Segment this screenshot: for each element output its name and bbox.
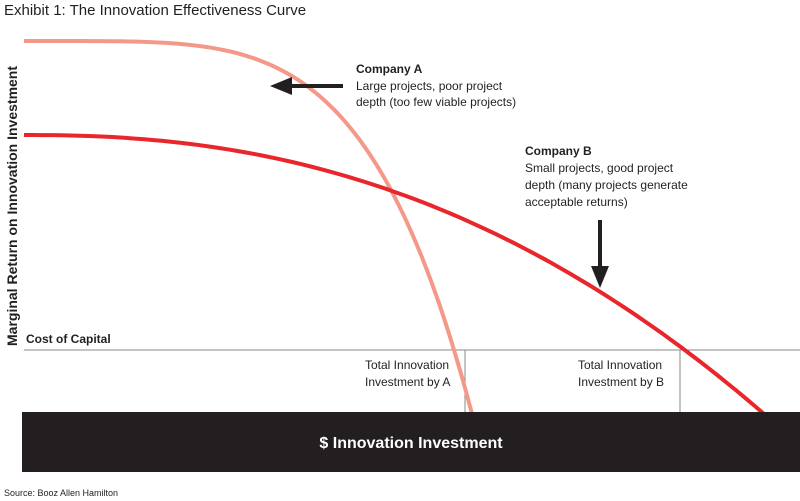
svg-text:Company B: Company B (525, 144, 592, 158)
y-axis-label: Marginal Return on Innovation Investment (4, 66, 20, 346)
source-note: Source: Booz Allen Hamilton (4, 488, 118, 498)
arrow-down-icon (591, 220, 609, 288)
annotation-company-b: Company B Small projects, good project d… (525, 144, 688, 209)
svg-text:acceptable returns): acceptable returns) (525, 195, 628, 209)
series-line-company-a (24, 39, 474, 412)
svg-text:Company A: Company A (356, 62, 423, 76)
arrow-left-icon (270, 77, 343, 95)
svg-text:depth (many projects generate: depth (many projects generate (525, 178, 688, 192)
series-line-company-b (24, 133, 765, 412)
x-axis-label: $ Innovation Investment (319, 435, 503, 452)
svg-text:Total Innovation: Total Innovation (578, 358, 662, 372)
svg-text:Investment by A: Investment by A (365, 375, 450, 389)
svg-text:Small projects, good project: Small projects, good project (525, 161, 674, 175)
x-axis-bar (22, 412, 800, 472)
svg-text:Total Innovation: Total Innovation (365, 358, 449, 372)
marker-label-a: Total Innovation Investment by A (365, 358, 450, 389)
cost-of-capital-label: Cost of Capital (26, 332, 111, 346)
annotation-company-a: Company A Large projects, poor project d… (356, 62, 516, 109)
marker-label-b: Total Innovation Investment by B (578, 358, 664, 389)
svg-text:Investment by B: Investment by B (578, 375, 664, 389)
chart-title: Exhibit 1: The Innovation Effectiveness … (4, 2, 306, 19)
svg-text:Large projects, poor project: Large projects, poor project (356, 79, 503, 93)
svg-text:depth (too few viable projects: depth (too few viable projects) (356, 95, 516, 109)
